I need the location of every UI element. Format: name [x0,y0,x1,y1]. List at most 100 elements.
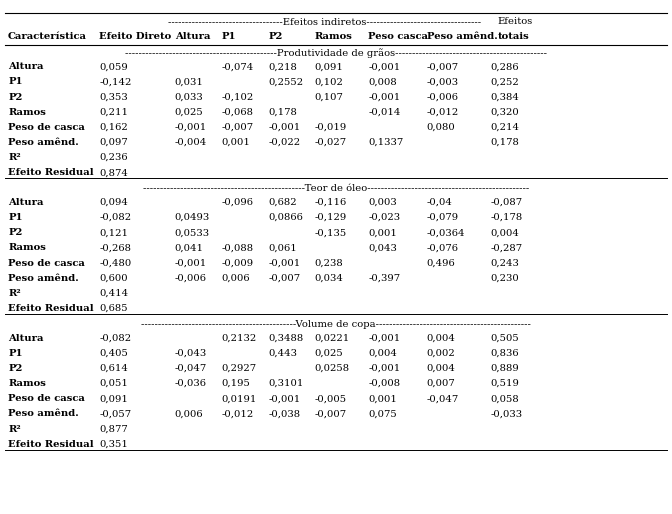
Text: 0,178: 0,178 [269,107,298,117]
Text: 0,230: 0,230 [491,273,519,283]
Text: 0,004: 0,004 [427,334,456,343]
Text: -0,480: -0,480 [99,259,132,268]
Text: Efeito Residual: Efeito Residual [8,440,93,449]
Text: -0,268: -0,268 [99,243,132,252]
Text: 0,041: 0,041 [175,243,204,252]
Text: -0,135: -0,135 [314,228,347,237]
Text: 0,004: 0,004 [427,364,456,373]
Text: -0,036: -0,036 [175,379,207,388]
Text: 0,3488: 0,3488 [269,334,304,343]
Text: -0,001: -0,001 [368,334,401,343]
Text: -0,001: -0,001 [175,123,207,132]
Text: 0,836: 0,836 [491,349,519,358]
Text: 0,058: 0,058 [491,394,519,403]
Text: -0,082: -0,082 [99,213,132,222]
Text: R²: R² [8,289,21,298]
Text: -0,076: -0,076 [427,243,459,252]
Text: -0,012: -0,012 [427,107,459,117]
Text: R²: R² [8,153,21,162]
Text: -0,074: -0,074 [222,62,254,71]
Text: totais: totais [497,32,529,41]
Text: 0,091: 0,091 [314,62,343,71]
Text: -0,038: -0,038 [269,410,301,418]
Text: -0,007: -0,007 [222,123,254,132]
Text: 0,0258: 0,0258 [314,364,349,373]
Text: 0,682: 0,682 [269,198,298,207]
Text: -0,033: -0,033 [491,410,523,418]
Text: 0,877: 0,877 [99,425,128,434]
Text: 0,505: 0,505 [491,334,519,343]
Text: -0,008: -0,008 [368,379,401,388]
Text: 0,1337: 0,1337 [368,138,403,147]
Text: 0,006: 0,006 [175,410,204,418]
Text: 0,236: 0,236 [99,153,128,162]
Text: Efeito Residual: Efeito Residual [8,168,93,177]
Text: 0,286: 0,286 [491,62,519,71]
Text: 0,243: 0,243 [491,259,519,268]
Text: 0,3101: 0,3101 [269,379,304,388]
Text: 0,0191: 0,0191 [222,394,257,403]
Text: Peso de casca: Peso de casca [8,123,85,132]
Text: Ramos: Ramos [314,32,352,41]
Text: 0,121: 0,121 [99,228,128,237]
Text: Peso amênd.: Peso amênd. [8,410,79,418]
Text: P2: P2 [8,228,22,237]
Text: -0,022: -0,022 [269,138,301,147]
Text: 0,080: 0,080 [427,123,456,132]
Text: Ramos: Ramos [8,243,46,252]
Text: 0,162: 0,162 [99,123,128,132]
Text: -0,006: -0,006 [175,273,207,283]
Text: -0,047: -0,047 [427,394,459,403]
Text: -0,178: -0,178 [491,213,523,222]
Text: 0,0493: 0,0493 [175,213,210,222]
Text: 0,496: 0,496 [427,259,456,268]
Text: Efeito Direto: Efeito Direto [99,32,172,41]
Text: 0,614: 0,614 [99,364,128,373]
Text: Efeitos: Efeitos [497,17,532,26]
Text: Característica: Característica [8,32,87,41]
Text: 0,008: 0,008 [368,77,397,86]
Text: 0,320: 0,320 [491,107,519,117]
Text: P2: P2 [8,364,22,373]
Text: 0,2927: 0,2927 [222,364,257,373]
Text: Peso amênd.: Peso amênd. [8,138,79,147]
Text: 0,519: 0,519 [491,379,519,388]
Text: -0,004: -0,004 [175,138,207,147]
Text: P1: P1 [8,213,23,222]
Text: ----------------------------------------------Volume de copa--------------------: ----------------------------------------… [141,320,531,329]
Text: 0,351: 0,351 [99,440,128,449]
Text: 0,006: 0,006 [222,273,251,283]
Text: 0,252: 0,252 [491,77,519,86]
Text: -0,007: -0,007 [269,273,301,283]
Text: P1: P1 [8,349,23,358]
Text: ----------------------------------Efeitos indiretos-----------------------------: ----------------------------------Efeito… [168,18,480,27]
Text: 0,043: 0,043 [368,243,397,252]
Text: P1: P1 [222,32,237,41]
Text: 0,889: 0,889 [491,364,519,373]
Text: -0,009: -0,009 [222,259,254,268]
Text: 0,211: 0,211 [99,107,128,117]
Text: Altura: Altura [8,198,44,207]
Text: ---------------------------------------------Produtividade de grãos-------------: ----------------------------------------… [125,48,547,58]
Text: Ramos: Ramos [8,379,46,388]
Text: 0,238: 0,238 [314,259,343,268]
Text: 0,001: 0,001 [368,394,397,403]
Text: Altura: Altura [8,62,44,71]
Text: Peso de casca: Peso de casca [8,394,85,403]
Text: -0,001: -0,001 [269,394,301,403]
Text: -0,001: -0,001 [269,123,301,132]
Text: 0,091: 0,091 [99,394,128,403]
Text: P2: P2 [269,32,283,41]
Text: -0,082: -0,082 [99,334,132,343]
Text: 0,025: 0,025 [314,349,343,358]
Text: -0,027: -0,027 [314,138,347,147]
Text: 0,874: 0,874 [99,168,128,177]
Text: 0,600: 0,600 [99,273,128,283]
Text: Peso amênd.: Peso amênd. [8,273,79,283]
Text: ------------------------------------------------Teor de óleo--------------------: ----------------------------------------… [143,184,529,193]
Text: Peso de casca: Peso de casca [8,259,85,268]
Text: -0,087: -0,087 [491,198,523,207]
Text: -0,001: -0,001 [368,93,401,101]
Text: 0,218: 0,218 [269,62,298,71]
Text: 0,004: 0,004 [491,228,519,237]
